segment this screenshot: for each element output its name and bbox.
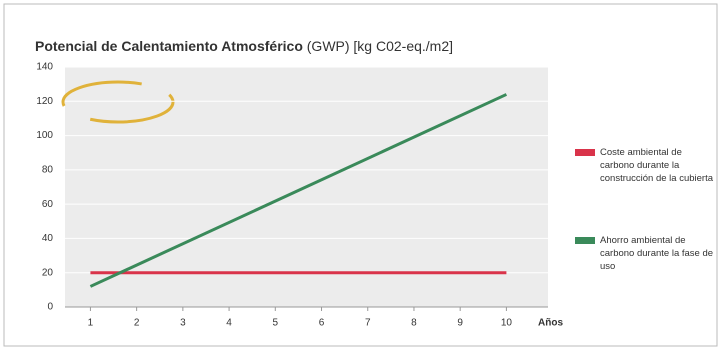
legend-item: Ahorro ambiental de carbono durante la f…: [575, 234, 715, 273]
x-tick-label: 8: [411, 318, 417, 329]
y-tick-label: 120: [36, 96, 53, 107]
x-tick-label: 3: [180, 318, 186, 329]
legend-swatch: [575, 237, 595, 244]
y-tick-label: 40: [42, 233, 54, 244]
x-axis-label: Años: [538, 318, 563, 329]
y-tick-label: 140: [36, 62, 53, 73]
y-tick-label: 60: [42, 199, 54, 210]
x-tick-label: 5: [273, 318, 279, 329]
title: Potencial de Calentamiento Atmosférico: [35, 38, 303, 54]
x-tick-label: 2: [134, 318, 140, 329]
y-tick-label: 0: [47, 302, 53, 313]
y-tick-label: 80: [42, 164, 54, 175]
series-line: [89, 93, 508, 288]
chart-title: Potencial de Calentamiento Atmosférico (…: [35, 38, 453, 54]
legend-item: Coste ambiental de carbono durante la co…: [575, 146, 715, 185]
x-tick-label: 7: [365, 318, 371, 329]
legend-label: Ahorro ambiental de carbono durante la f…: [600, 235, 714, 272]
legend-label: Coste ambiental de carbono durante la co…: [600, 147, 714, 184]
x-tick-label: 9: [457, 318, 463, 329]
x-tick-label: 6: [319, 318, 325, 329]
subtitle: (GWP) [kg C02-eq./m2]: [307, 38, 453, 54]
x-tick-label: 10: [501, 318, 513, 329]
frame: [3, 3, 718, 347]
x-tick-label: 4: [226, 318, 232, 329]
y-tick-label: 20: [42, 267, 54, 278]
y-tick-label: 100: [36, 130, 53, 141]
stamp: [61, 80, 175, 124]
legend-swatch: [575, 149, 595, 156]
x-tick-label: 1: [88, 318, 94, 329]
